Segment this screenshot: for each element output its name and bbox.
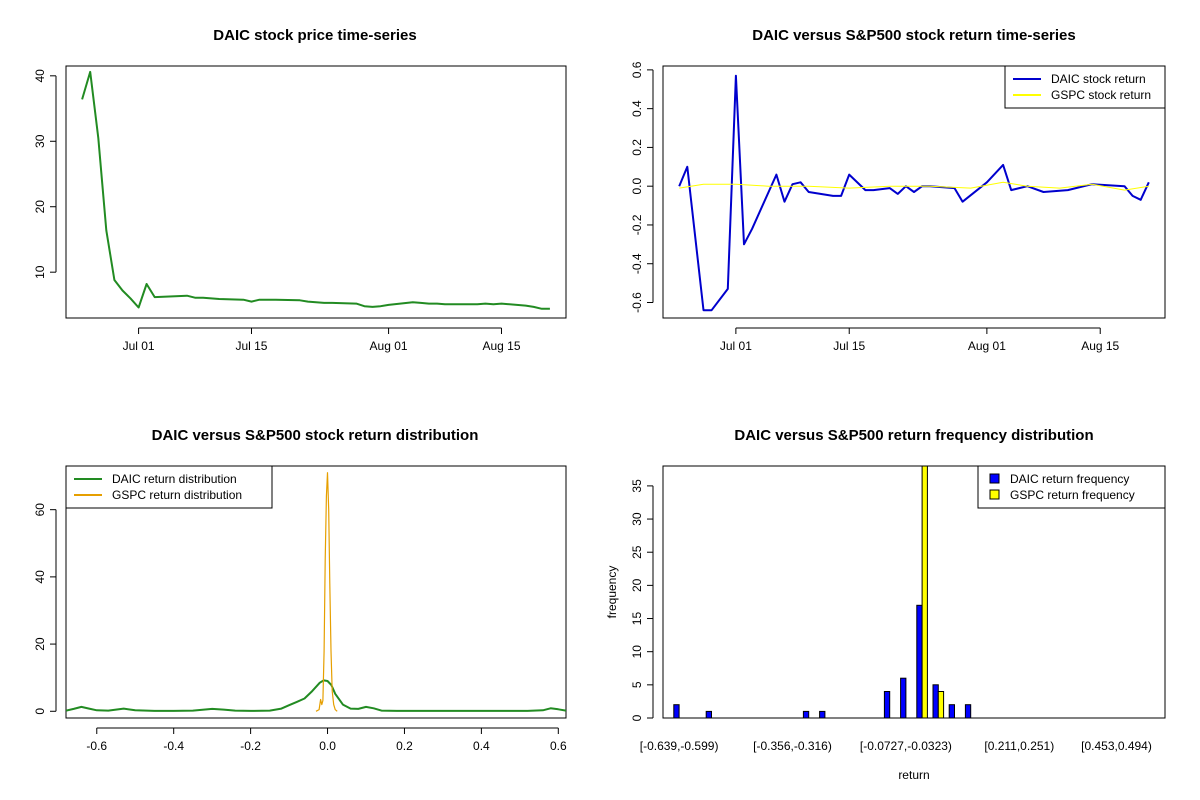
- legend-label: DAIC return frequency: [1010, 472, 1129, 486]
- chart-title: DAIC versus S&P500 stock return time-ser…: [752, 27, 1075, 44]
- y-tick-label: 30: [630, 512, 644, 526]
- chart-title: DAIC stock price time-series: [213, 27, 416, 44]
- returns-chart-panel: DAIC versus S&P500 stock return time-ser…: [630, 27, 1166, 353]
- legend-box: [977, 465, 1166, 509]
- bar-daic: [932, 684, 939, 718]
- legend-label: GSPC return distribution: [112, 488, 242, 502]
- x-tick-label: 0.6: [550, 739, 567, 753]
- bar-daic: [900, 677, 907, 718]
- y-tick-label: 0: [33, 708, 47, 715]
- plot-frame: [65, 65, 567, 319]
- series-line-1: [66, 679, 566, 712]
- x-tick-label: -0.4: [163, 739, 184, 753]
- plot-frame: [65, 465, 567, 719]
- y-tick-label: 15: [630, 612, 644, 626]
- x-tick-label: 0.0: [319, 739, 336, 753]
- series-line-1: [81, 70, 550, 310]
- y-tick-label: 20: [33, 200, 47, 214]
- x-tick-label: [-0.356,-0.316): [753, 739, 832, 753]
- histogram-chart-panel: DAIC versus S&P500 return frequency dist…: [605, 427, 1166, 782]
- price-chart-panel: DAIC stock price time-series 10 20 30 40 Jul…: [33, 27, 567, 353]
- legend-label: DAIC return distribution: [112, 472, 237, 486]
- x-axis-label: return: [898, 768, 929, 782]
- y-tick-label: 10: [33, 265, 47, 279]
- x-tick-label: Jul 01: [720, 339, 752, 353]
- legend-swatch: [989, 489, 1000, 500]
- y-tick-label: 25: [630, 545, 644, 559]
- x-tick-label: Jul 15: [235, 339, 267, 353]
- bar-daic: [964, 704, 972, 718]
- y-tick-label: 0.2: [630, 139, 644, 156]
- y-tick-label: 5: [630, 681, 644, 688]
- chart-title: DAIC versus S&P500 return frequency dist…: [734, 427, 1093, 444]
- x-tick-label: [0.211,0.251): [984, 739, 1054, 753]
- legend-label: GSPC return frequency: [1010, 488, 1135, 502]
- legend-box: [1004, 65, 1166, 109]
- bar-daic: [948, 704, 956, 718]
- plot-frame: [662, 465, 1166, 719]
- x-tick-label: Jul 15: [833, 339, 865, 353]
- legend: DAIC return distribution GSPC return dist…: [65, 465, 273, 509]
- y-tick-label: 35: [630, 479, 644, 493]
- density-chart-panel: DAIC versus S&P500 stock return distribu…: [33, 427, 567, 753]
- y-tick-label: 60: [33, 503, 47, 517]
- y-tick-label: 20: [630, 578, 644, 592]
- x-tick-label: Aug 01: [968, 339, 1006, 353]
- y-tick-label: 30: [33, 134, 47, 148]
- y-tick-label: 40: [33, 69, 47, 83]
- y-tick-label: -0.6: [630, 292, 644, 313]
- x-tick-label: Aug 01: [370, 339, 408, 353]
- x-tick-label: [-0.0727,-0.0323): [860, 739, 952, 753]
- legend-swatch: [989, 473, 1000, 484]
- x-tick-label: Aug 15: [1081, 339, 1119, 353]
- x-tick-label: 0.4: [473, 739, 490, 753]
- legend: DAIC stock return GSPC stock return: [1004, 65, 1166, 109]
- y-axis-label: frequency: [605, 566, 619, 619]
- bar-daic: [883, 691, 891, 718]
- y-tick-label: 40: [33, 570, 47, 584]
- x-tick-label: -0.2: [240, 739, 261, 753]
- bar-daic: [819, 710, 826, 718]
- series-line-2: [315, 472, 338, 712]
- bar-gspc: [937, 691, 945, 718]
- y-tick-label: 0.4: [630, 100, 644, 117]
- bar-daic: [802, 710, 810, 718]
- y-tick-label: -0.4: [630, 253, 644, 274]
- bar-daic: [673, 704, 680, 718]
- legend-label: GSPC stock return: [1051, 88, 1151, 102]
- chart-title: DAIC versus S&P500 stock return distribu…: [152, 427, 479, 444]
- bar-daic: [705, 710, 713, 718]
- series-line-1: [678, 74, 1150, 312]
- bar-gspc: [921, 466, 928, 718]
- y-tick-label: 20: [33, 637, 47, 651]
- bar-daic: [916, 604, 923, 718]
- plot-frame: [662, 65, 1166, 319]
- y-tick-label: 0.6: [630, 61, 644, 78]
- y-tick-label: 0: [630, 714, 644, 721]
- x-tick-label: [0.453,0.494): [1081, 739, 1152, 753]
- x-tick-label: [-0.639,-0.599): [640, 739, 719, 753]
- y-tick-label: -0.2: [630, 214, 644, 235]
- y-tick-label: 0.0: [630, 178, 644, 195]
- legend-label: DAIC stock return: [1051, 72, 1146, 86]
- legend-box: [65, 465, 273, 509]
- x-tick-label: Aug 15: [482, 339, 520, 353]
- x-tick-label: -0.6: [86, 739, 107, 753]
- x-tick-label: Jul 01: [123, 339, 155, 353]
- x-tick-label: 0.2: [396, 739, 413, 753]
- legend: DAIC return frequency GSPC return frequen…: [977, 465, 1166, 509]
- series-line-2: [679, 181, 1149, 191]
- y-tick-label: 10: [630, 645, 644, 659]
